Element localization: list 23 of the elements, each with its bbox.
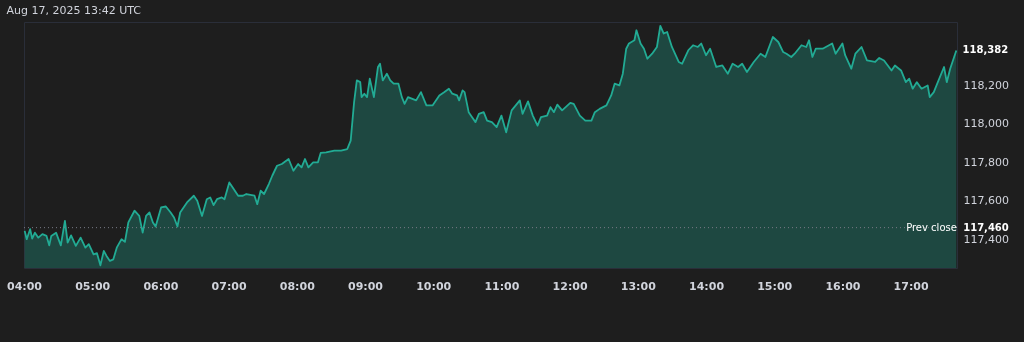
y-tick-label: 118,200 [963,78,1009,92]
text: Aug 17, 2025 13:42 UTC [6,4,142,17]
y-tick-label: 118,000 [963,117,1009,131]
annotation: 118,382 [962,44,1009,56]
x-tick-label: 08:00 [279,279,316,293]
y-tick-label: 117,400 [963,232,1009,246]
x-tick-label: 05:00 [75,279,111,293]
x-tick-label: 15:00 [757,279,793,293]
x-tick-label: 06:00 [143,279,179,293]
x-tick-label: 04:00 [6,279,43,293]
annotation: 117,460 [963,221,1009,233]
y-tick-label: 117,600 [963,194,1009,208]
x-tick-label: 10:00 [416,279,452,293]
x-tick-label: 07:00 [211,279,247,293]
ref-line-label: Prev close [906,221,957,233]
x-tick-label: 16:00 [825,279,861,293]
y-tick-label: 117,800 [963,155,1009,169]
x-tick-label: 14:00 [689,279,725,293]
x-tick-label: 09:00 [348,279,384,293]
x-tick-label: 12:00 [552,279,588,293]
x-tick-label: 11:00 [484,279,520,293]
x-tick-label: 17:00 [893,279,929,293]
x-tick-label: 13:00 [620,279,657,293]
